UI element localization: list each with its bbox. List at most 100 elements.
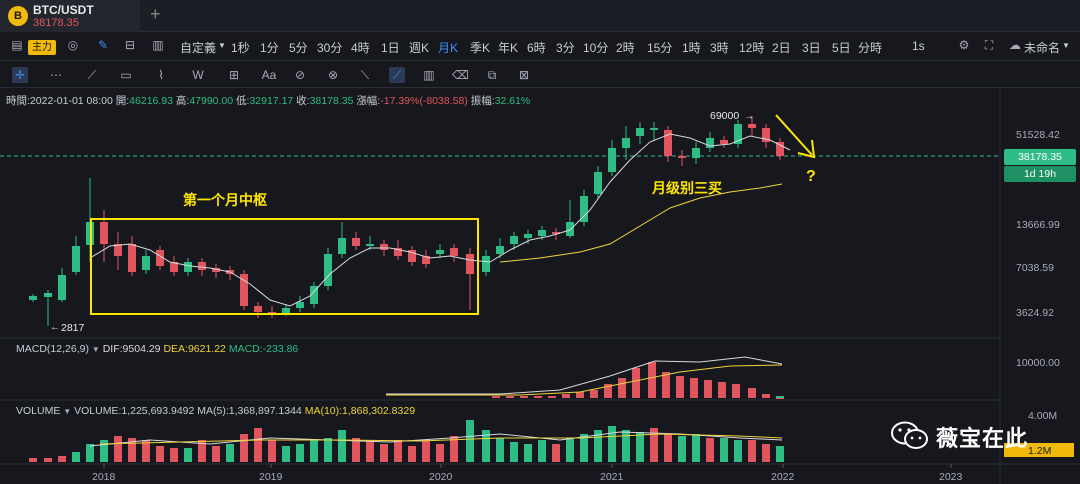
volume-bar	[436, 444, 444, 462]
interval-0[interactable]: 1秒	[231, 41, 250, 55]
interval-21[interactable]: 分時	[858, 41, 883, 55]
candle-body	[366, 244, 374, 246]
interval-6[interactable]: 週K	[409, 41, 430, 55]
main-indicator-badge[interactable]: 主力	[28, 40, 56, 55]
candle-body	[776, 142, 784, 156]
trash-icon[interactable]: ⌫	[452, 68, 469, 82]
interval-8[interactable]: 季K	[470, 41, 491, 55]
target-icon[interactable]: ◎	[67, 38, 79, 52]
candle-body	[408, 250, 416, 262]
candle-body	[240, 274, 248, 306]
realtime-interval[interactable]: 1s	[912, 39, 925, 53]
candle-body	[706, 138, 714, 148]
hide-drawings-icon[interactable]: ⊠	[518, 68, 530, 82]
macd-bar	[632, 368, 640, 398]
volume-bar	[566, 438, 574, 462]
interval-19[interactable]: 3日	[802, 41, 821, 55]
candle-settings-icon[interactable]: ▤	[11, 38, 23, 52]
candle-body	[58, 275, 66, 300]
lock-icon[interactable]: ⊟	[124, 38, 136, 52]
macd-label[interactable]: MACD(12,26,9)	[16, 343, 89, 355]
macd-dea-line	[386, 364, 783, 396]
interval-4[interactable]: 4時	[351, 41, 370, 55]
macd-chevron-icon[interactable]: ▼	[91, 345, 100, 354]
time-axis-label: 2020	[429, 471, 453, 483]
volume-bar	[44, 458, 52, 462]
volume-chevron-icon[interactable]: ▼	[63, 407, 72, 416]
interval-14[interactable]: 15分	[647, 41, 673, 55]
macd-dif: DIF:9504.29	[102, 343, 161, 355]
volume-bar	[394, 440, 402, 462]
price-chart[interactable]: 51528.42 13666.99 7038.59 3624.92 10000.00 4.…	[0, 88, 1080, 484]
candle-body	[128, 244, 136, 272]
interval-11[interactable]: 3分	[556, 41, 575, 55]
candle-body	[72, 246, 80, 272]
interval-12[interactable]: 10分	[583, 41, 609, 55]
lock-drawings-icon[interactable]: ⟋	[389, 67, 405, 83]
candle-body	[510, 236, 518, 244]
add-tab-icon[interactable]: +	[150, 4, 161, 24]
macd-bar	[548, 396, 556, 398]
countdown-tag: 1d 19h	[1004, 166, 1076, 182]
candle-body	[482, 256, 490, 272]
custom-interval-button[interactable]: 自定義	[180, 41, 217, 55]
eraser-icon[interactable]: ⊗	[327, 68, 339, 82]
candle-body	[156, 250, 164, 266]
change-label: 漲幅:	[356, 95, 381, 107]
symbol-tab[interactable]: B BTC/USDT 38178.35	[0, 0, 140, 32]
volume-ma10: MA(10):1,868,302.8329	[304, 405, 416, 417]
volume-bar	[296, 444, 304, 462]
layout-chevron-icon[interactable]: ▼	[1062, 41, 1070, 50]
ruler-icon[interactable]: ⟍	[360, 68, 370, 82]
text-tool-icon[interactable]: Aa	[261, 68, 277, 82]
wave-pattern-icon[interactable]: W	[192, 68, 204, 82]
volume-bar	[762, 444, 770, 462]
layout-name[interactable]: 未命名	[1024, 41, 1061, 55]
interval-7[interactable]: 月K	[438, 41, 459, 55]
ohlc-info: 時間:2022-01-01 08:00 開:46216.93 高:47990.0…	[6, 93, 530, 108]
interval-13[interactable]: 2時	[616, 41, 635, 55]
chevron-down-icon[interactable]: ▼	[218, 41, 226, 50]
trend-line-icon[interactable]: ⟋	[87, 68, 97, 82]
interval-9[interactable]: 年K	[498, 41, 519, 55]
candle-body	[622, 138, 630, 148]
cloud-icon[interactable]: ☁	[1009, 38, 1021, 52]
macd-dif-line	[386, 356, 783, 395]
interval-18[interactable]: 2日	[772, 41, 791, 55]
volume-bar	[538, 440, 546, 462]
candles-icon[interactable]: ▥	[423, 68, 435, 82]
interval-16[interactable]: 3時	[710, 41, 729, 55]
macd-bar	[562, 394, 570, 398]
open-label: 開:	[115, 95, 130, 107]
ray-line-icon[interactable]: ⋯	[50, 68, 62, 82]
gear-icon[interactable]: ⚙	[958, 38, 970, 52]
volume-bar	[212, 446, 220, 462]
copy-icon[interactable]: ⧉	[487, 68, 497, 82]
candle-body	[734, 124, 742, 144]
brush-icon[interactable]: ⌇	[158, 68, 164, 82]
interval-17[interactable]: 12時	[739, 41, 765, 55]
volume-bar	[240, 434, 248, 462]
candle-body	[636, 128, 644, 136]
interval-2[interactable]: 5分	[289, 41, 308, 55]
crosshair-icon[interactable]: ✛	[12, 67, 28, 83]
measure-icon[interactable]: ⊞	[228, 68, 240, 82]
volume-bar	[29, 458, 37, 462]
interval-1[interactable]: 1分	[260, 41, 279, 55]
candle-body	[748, 124, 756, 128]
volume-label[interactable]: VOLUME	[16, 405, 61, 417]
magnet-icon[interactable]: ⊘	[294, 68, 306, 82]
interval-5[interactable]: 1日	[381, 41, 400, 55]
volume-bar	[510, 442, 518, 462]
candle-body	[650, 128, 658, 130]
price-axis-label: 51528.42	[1016, 129, 1060, 141]
fullscreen-icon[interactable]: ⛶	[984, 38, 994, 52]
interval-3[interactable]: 30分	[317, 41, 343, 55]
interval-15[interactable]: 1時	[682, 41, 701, 55]
interval-10[interactable]: 6時	[527, 41, 546, 55]
pen-icon[interactable]: ✎	[97, 38, 109, 52]
rectangle-icon[interactable]: ▭	[120, 68, 132, 82]
candle-body	[692, 148, 700, 158]
interval-20[interactable]: 5日	[832, 41, 851, 55]
layout-icon[interactable]: ▥	[152, 38, 164, 52]
